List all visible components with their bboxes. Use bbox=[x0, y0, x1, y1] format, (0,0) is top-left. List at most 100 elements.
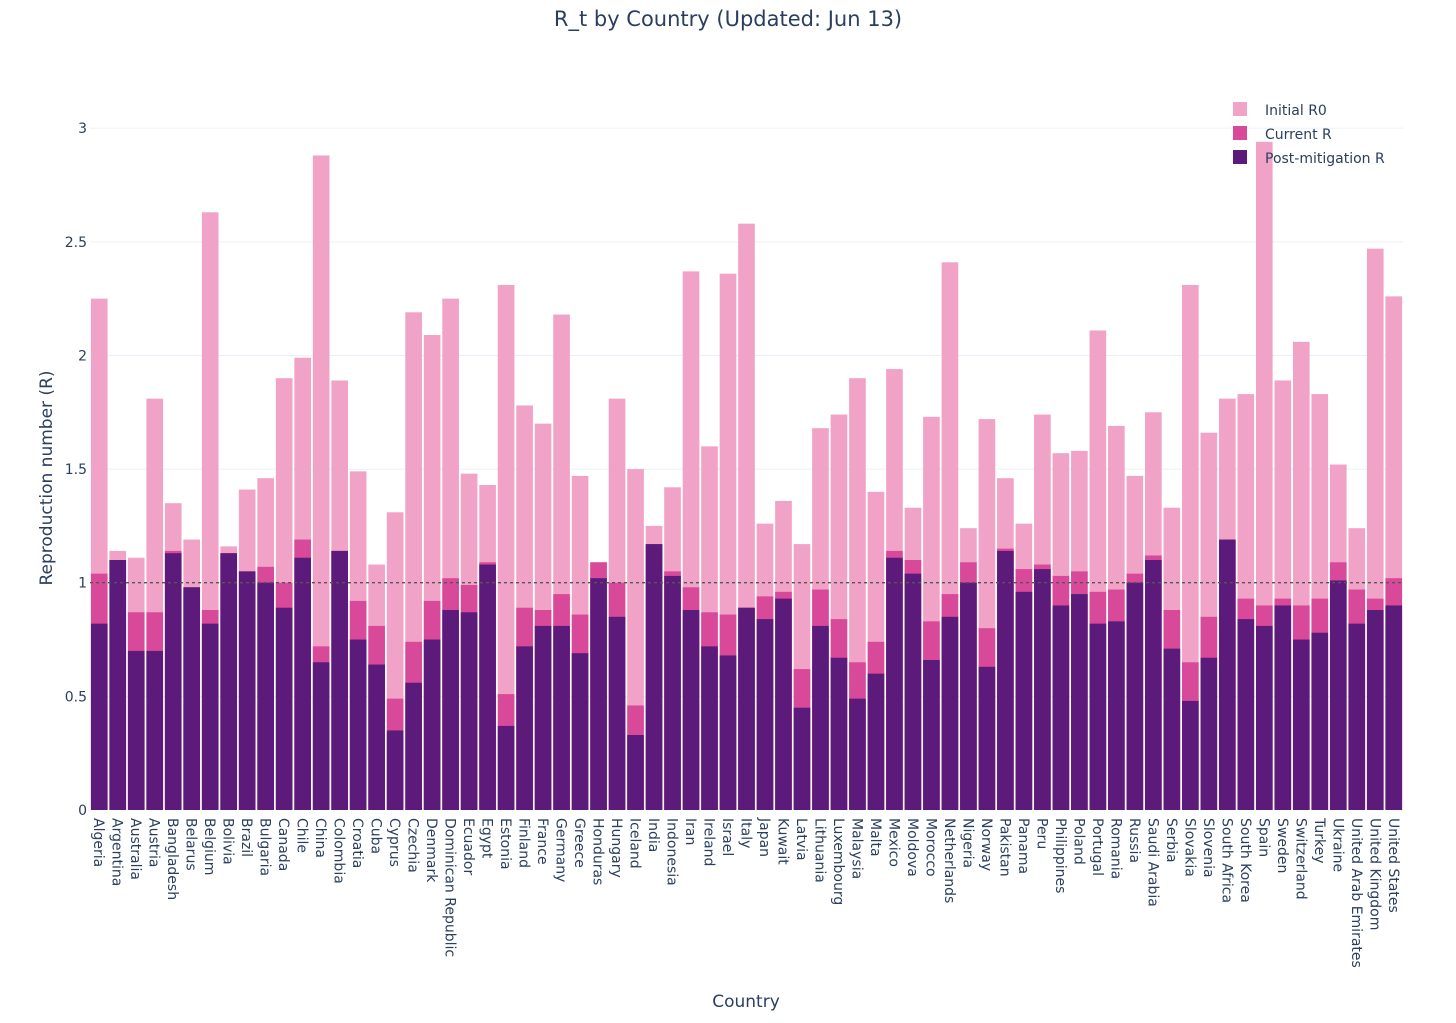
post-mitigation-r-bar[interactable] bbox=[941, 616, 959, 810]
post-mitigation-r-bar[interactable] bbox=[516, 646, 533, 810]
x-tick-label: Belgium bbox=[201, 818, 217, 875]
post-mitigation-r-bar[interactable] bbox=[590, 578, 607, 810]
post-mitigation-r-bar[interactable] bbox=[793, 707, 811, 810]
x-tick-label: United States bbox=[1385, 818, 1401, 913]
post-mitigation-r-bar[interactable] bbox=[497, 725, 515, 810]
post-mitigation-r-bar[interactable] bbox=[1274, 605, 1292, 810]
post-mitigation-r-bar[interactable] bbox=[1237, 619, 1255, 810]
post-mitigation-r-bar[interactable] bbox=[1052, 605, 1070, 810]
post-mitigation-r-bar[interactable] bbox=[738, 607, 755, 810]
legend[interactable]: Initial R0 Current R Post-mitigation R bbox=[1233, 102, 1385, 167]
post-mitigation-r-bar[interactable] bbox=[1200, 657, 1218, 810]
x-tick-label: Honduras bbox=[590, 818, 606, 885]
post-mitigation-r-bar[interactable] bbox=[1348, 623, 1366, 810]
current-r-legend-swatch[interactable] bbox=[1233, 126, 1247, 140]
post-mitigation-r-bar[interactable] bbox=[479, 564, 496, 810]
post-mitigation-r-bar[interactable] bbox=[331, 550, 348, 810]
post-mitigation-r-bar[interactable] bbox=[664, 575, 681, 810]
post-mitigation-r-bar[interactable] bbox=[571, 653, 589, 810]
post-mitigation-r-bar[interactable] bbox=[1329, 580, 1347, 810]
post-mitigation-r-bar[interactable] bbox=[923, 660, 940, 810]
post-mitigation-r-bar[interactable] bbox=[164, 553, 182, 810]
initial-r0-legend-swatch[interactable] bbox=[1233, 102, 1247, 116]
initial-r0-bar[interactable] bbox=[497, 285, 515, 810]
post-mitigation-r-bar[interactable] bbox=[1126, 582, 1144, 810]
post-mitigation-r-bar[interactable] bbox=[701, 646, 718, 810]
post-mitigation-r-bar[interactable] bbox=[442, 610, 459, 810]
post-mitigation-r-bar[interactable] bbox=[1218, 539, 1236, 810]
post-mitigation-r-bar[interactable] bbox=[368, 664, 385, 810]
post-mitigation-r-bar[interactable] bbox=[812, 625, 829, 810]
post-mitigation-r-bar[interactable] bbox=[1108, 621, 1125, 810]
post-mitigation-r-bar[interactable] bbox=[405, 682, 422, 810]
post-mitigation-r-bar[interactable] bbox=[312, 662, 330, 810]
post-mitigation-r-bar[interactable] bbox=[1255, 625, 1273, 810]
post-mitigation-r-bar[interactable] bbox=[1311, 632, 1329, 810]
post-mitigation-r-bar[interactable] bbox=[460, 612, 478, 810]
post-mitigation-r-bar[interactable] bbox=[1145, 560, 1162, 810]
post-mitigation-r-bar[interactable] bbox=[867, 673, 885, 810]
post-mitigation-r-bar[interactable] bbox=[220, 553, 238, 810]
current-r-legend-label[interactable]: Current R bbox=[1265, 127, 1332, 143]
x-tick-label: Poland bbox=[1070, 818, 1086, 865]
y-tick-label: 0 bbox=[78, 803, 87, 819]
x-tick-label: Finland bbox=[516, 818, 532, 868]
post-mitigation-r-bar[interactable] bbox=[127, 650, 145, 810]
post-mitigation-r-bar[interactable] bbox=[719, 655, 737, 810]
post-mitigation-r-bar[interactable] bbox=[1015, 591, 1033, 810]
post-mitigation-r-bar[interactable] bbox=[1292, 639, 1310, 810]
post-mitigation-r-bar[interactable] bbox=[238, 571, 256, 810]
x-tick-label: Argentina bbox=[109, 818, 125, 886]
post-mitigation-r-bar[interactable] bbox=[1089, 623, 1107, 810]
post-mitigation-r-bar[interactable] bbox=[830, 657, 848, 810]
x-tick-label: Malaysia bbox=[848, 818, 864, 879]
post-mitigation-r-bar[interactable] bbox=[1071, 594, 1088, 810]
post-mitigation-r-bar[interactable] bbox=[423, 639, 441, 810]
post-mitigation-r-bar[interactable] bbox=[775, 598, 792, 810]
post-mitigation-r-bar[interactable] bbox=[257, 582, 275, 810]
post-mitigation-r-bar[interactable] bbox=[849, 698, 866, 810]
post-mitigation-r-bar[interactable] bbox=[1034, 569, 1051, 810]
post-mitigation-r-bar[interactable] bbox=[386, 730, 404, 810]
post-mitigation-r-bar[interactable] bbox=[1182, 700, 1199, 810]
x-tick-label: Belarus bbox=[183, 818, 199, 871]
post-mitigation-r-legend-label[interactable]: Post-mitigation R bbox=[1265, 151, 1385, 167]
x-tick-label: Portugal bbox=[1089, 818, 1105, 876]
post-mitigation-r-bar[interactable] bbox=[627, 735, 644, 810]
post-mitigation-r-bar[interactable] bbox=[608, 616, 626, 810]
x-tick-label: Croatia bbox=[349, 818, 365, 868]
post-mitigation-r-bar[interactable] bbox=[183, 587, 201, 810]
x-tick-label: Israel bbox=[719, 818, 735, 856]
x-tick-label: Switzerland bbox=[1292, 818, 1308, 900]
x-tick-label: Saudi Arabia bbox=[1144, 818, 1160, 907]
post-mitigation-r-bar[interactable] bbox=[1163, 648, 1181, 810]
y-tick-label: 3 bbox=[78, 121, 87, 137]
post-mitigation-r-bar[interactable] bbox=[978, 666, 996, 810]
post-mitigation-r-bar[interactable] bbox=[294, 557, 311, 810]
post-mitigation-r-bar[interactable] bbox=[756, 619, 774, 810]
post-mitigation-r-bar[interactable] bbox=[997, 550, 1014, 810]
post-mitigation-r-bar[interactable] bbox=[645, 544, 663, 810]
x-tick-label: Sweden bbox=[1274, 818, 1290, 873]
post-mitigation-r-bar[interactable] bbox=[1385, 605, 1403, 810]
post-mitigation-r-bar[interactable] bbox=[886, 557, 903, 810]
post-mitigation-r-bar[interactable] bbox=[349, 639, 367, 810]
post-mitigation-r-bar[interactable] bbox=[90, 623, 108, 810]
post-mitigation-r-bar[interactable] bbox=[146, 650, 164, 810]
post-mitigation-r-bar[interactable] bbox=[904, 573, 922, 810]
post-mitigation-r-bar[interactable] bbox=[960, 582, 977, 810]
x-tick-label: Slovakia bbox=[1181, 818, 1197, 877]
x-tick-label: Italy bbox=[738, 818, 754, 848]
post-mitigation-r-bar[interactable] bbox=[682, 610, 700, 810]
x-tick-label: Panama bbox=[1015, 818, 1031, 874]
post-mitigation-r-bar[interactable] bbox=[275, 607, 293, 810]
x-tick-label: Kuwait bbox=[774, 818, 790, 865]
post-mitigation-r-legend-swatch[interactable] bbox=[1233, 150, 1247, 164]
post-mitigation-r-bar[interactable] bbox=[1366, 610, 1384, 810]
post-mitigation-r-bar[interactable] bbox=[109, 560, 127, 810]
post-mitigation-r-bar[interactable] bbox=[201, 623, 219, 810]
initial-r0-legend-label[interactable]: Initial R0 bbox=[1265, 103, 1327, 119]
post-mitigation-r-bar[interactable] bbox=[534, 625, 552, 810]
post-mitigation-r-bar[interactable] bbox=[553, 625, 570, 810]
